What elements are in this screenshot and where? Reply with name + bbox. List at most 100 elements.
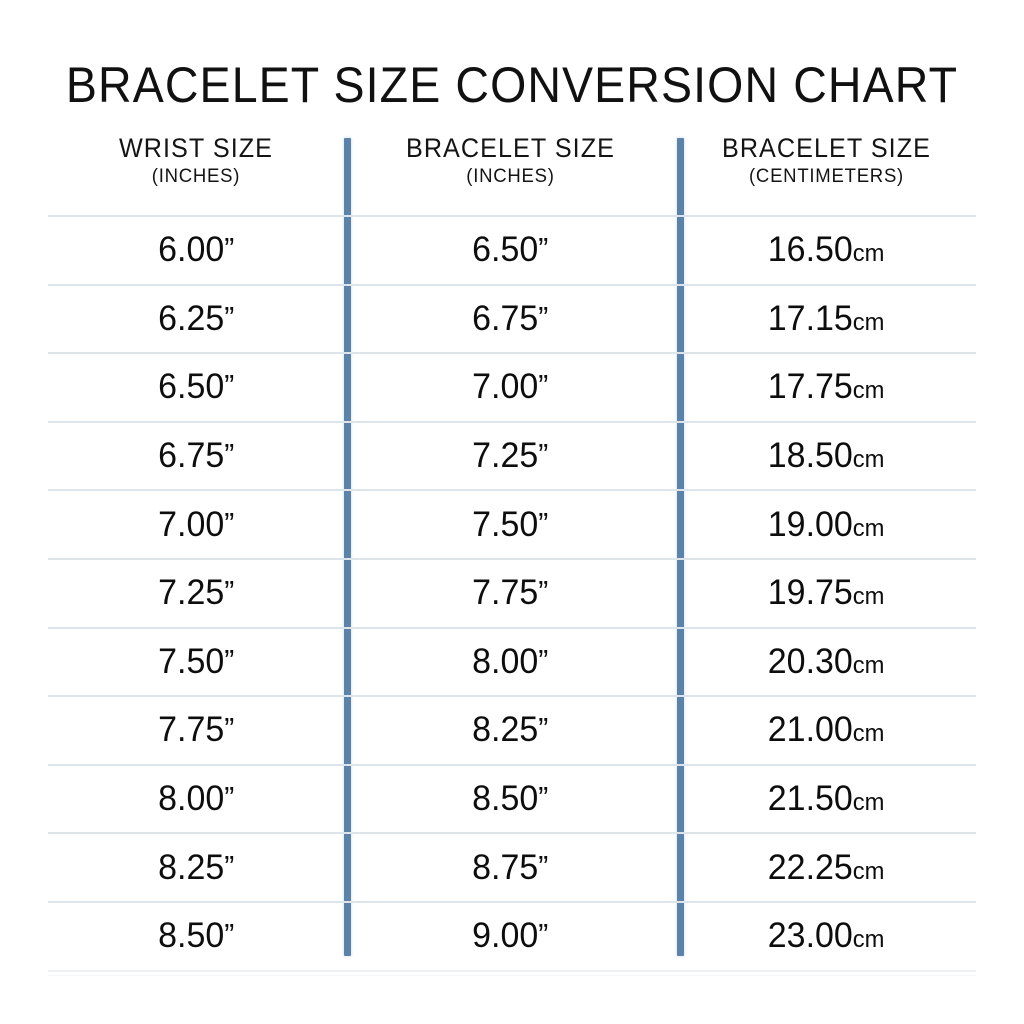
cell-unit: cm [853,308,885,336]
cell-unit: ” [538,505,549,541]
table-row: 7.50” 8.00” 20.30cm [48,626,976,696]
cell-unit: cm [853,240,885,268]
cell-value: 6.25” [157,298,235,338]
column-header-title: BRACELET SIZE [406,133,615,163]
cell-value: 8.25” [157,847,235,887]
cell-unit: cm [853,720,885,748]
cell-unit: cm [853,789,885,817]
cell-value: 8.75” [472,847,549,887]
cell-unit: ” [224,299,235,335]
column-header-title: BRACELET SIZE [722,133,931,163]
table-cell: 7.75” [48,710,344,750]
cell-value: 7.75” [472,573,549,613]
table-cell: 8.50” [48,916,344,956]
table-row: 6.25” 6.75” 17.15cm [48,283,976,353]
table-cell: 7.00” [48,505,344,545]
page-title: BRACELET SIZE CONVERSION CHART [65,56,959,113]
cell-unit: cm [853,377,885,405]
cell-unit: ” [538,299,549,335]
table-row: 6.75” 7.25” 18.50cm [48,420,976,490]
table-cell: 7.00” [344,367,677,407]
column-header-unit: (INCHES) [466,164,555,187]
cell-value: 7.25” [472,436,549,476]
table-cell: 8.25” [344,710,677,750]
table-row: 6.50” 7.00” 17.75cm [48,352,976,421]
table-cell: 8.75” [344,848,677,888]
cell-unit: ” [224,780,235,816]
cell-unit: ” [538,780,549,816]
cell-unit: ” [224,711,235,747]
cell-unit: ” [224,368,235,404]
table-cell: 8.25” [48,848,344,888]
table-row: 7.25” 7.75” 19.75cm [48,557,976,627]
table-cell: 7.25” [344,436,677,476]
cell-value: 7.50” [472,504,549,544]
table-row: 8.00” 8.50” 21.50cm [48,763,976,833]
table-header-row: WRIST SIZE (INCHES) BRACELET SIZE (INCHE… [48,128,976,215]
cell-value: 22.25cm [768,847,885,887]
cell-unit: cm [853,926,885,954]
table-cell: 17.75cm [677,367,976,407]
table-row: 8.25” 8.75” 22.25cm [48,832,976,901]
table-cell: 19.75cm [677,573,976,613]
cell-value: 8.25” [472,710,549,750]
column-header-wrist-size-inches: WRIST SIZE (INCHES) [48,128,344,215]
cell-value: 23.00cm [768,916,885,956]
table-row: 6.00” 6.50” 16.50cm [48,215,976,284]
cell-value: 7.75” [157,710,235,750]
cell-unit: ” [538,437,549,473]
cell-unit: cm [853,857,885,885]
cell-unit: ” [224,437,235,473]
table-cell: 21.50cm [677,779,976,819]
column-header-unit: (INCHES) [151,164,241,187]
table-cell: 6.25” [48,299,344,339]
table-row: 7.75” 8.25” 21.00cm [48,695,976,764]
cell-unit: ” [224,505,235,541]
table-cell: 6.50” [48,367,344,407]
table-cell: 7.50” [344,505,677,545]
table-cell: 8.50” [344,779,677,819]
table-cell: 16.50cm [677,230,976,270]
cell-value: 16.50cm [768,230,885,270]
cell-value: 7.00” [157,504,235,544]
cell-unit: ” [538,711,549,747]
cell-unit: ” [224,574,235,610]
cell-value: 21.00cm [768,710,885,750]
column-divider-1 [344,138,351,956]
table-cell: 7.25” [48,573,344,613]
table-cell: 7.75” [344,573,677,613]
table-bottom-rule [48,975,976,976]
cell-value: 20.30cm [768,641,885,681]
table-cell: 9.00” [344,916,677,956]
table-cell: 6.75” [48,436,344,476]
cell-value: 19.75cm [768,573,885,613]
table-cell: 6.75” [344,299,677,339]
table-cell: 7.50” [48,642,344,682]
conversion-table: WRIST SIZE (INCHES) BRACELET SIZE (INCHE… [48,128,976,976]
cell-unit: cm [853,583,885,611]
cell-unit: ” [224,917,235,953]
cell-unit: cm [853,651,885,679]
column-header-unit: (CENTIMETERS) [749,164,904,187]
cell-unit: ” [538,848,549,884]
cell-value: 9.00” [472,916,549,956]
table-cell: 17.15cm [677,299,976,339]
cell-value: 18.50cm [768,436,885,476]
cell-value: 19.00cm [768,504,885,544]
cell-value: 7.50” [157,641,235,681]
cell-value: 21.50cm [768,779,885,819]
cell-value: 17.75cm [768,367,885,407]
cell-value: 8.00” [472,641,549,681]
table-row: 8.50” 9.00” 23.00cm [48,900,976,972]
cell-value: 6.00” [157,230,235,270]
cell-unit: ” [538,917,549,953]
cell-value: 8.00” [157,779,235,819]
cell-value: 6.75” [472,298,549,338]
table-cell: 20.30cm [677,642,976,682]
cell-unit: ” [224,231,235,267]
table-cell: 21.00cm [677,710,976,750]
cell-value: 6.75” [157,436,235,476]
column-header-title: WRIST SIZE [118,133,274,163]
table-cell: 18.50cm [677,436,976,476]
cell-value: 7.25” [157,573,235,613]
